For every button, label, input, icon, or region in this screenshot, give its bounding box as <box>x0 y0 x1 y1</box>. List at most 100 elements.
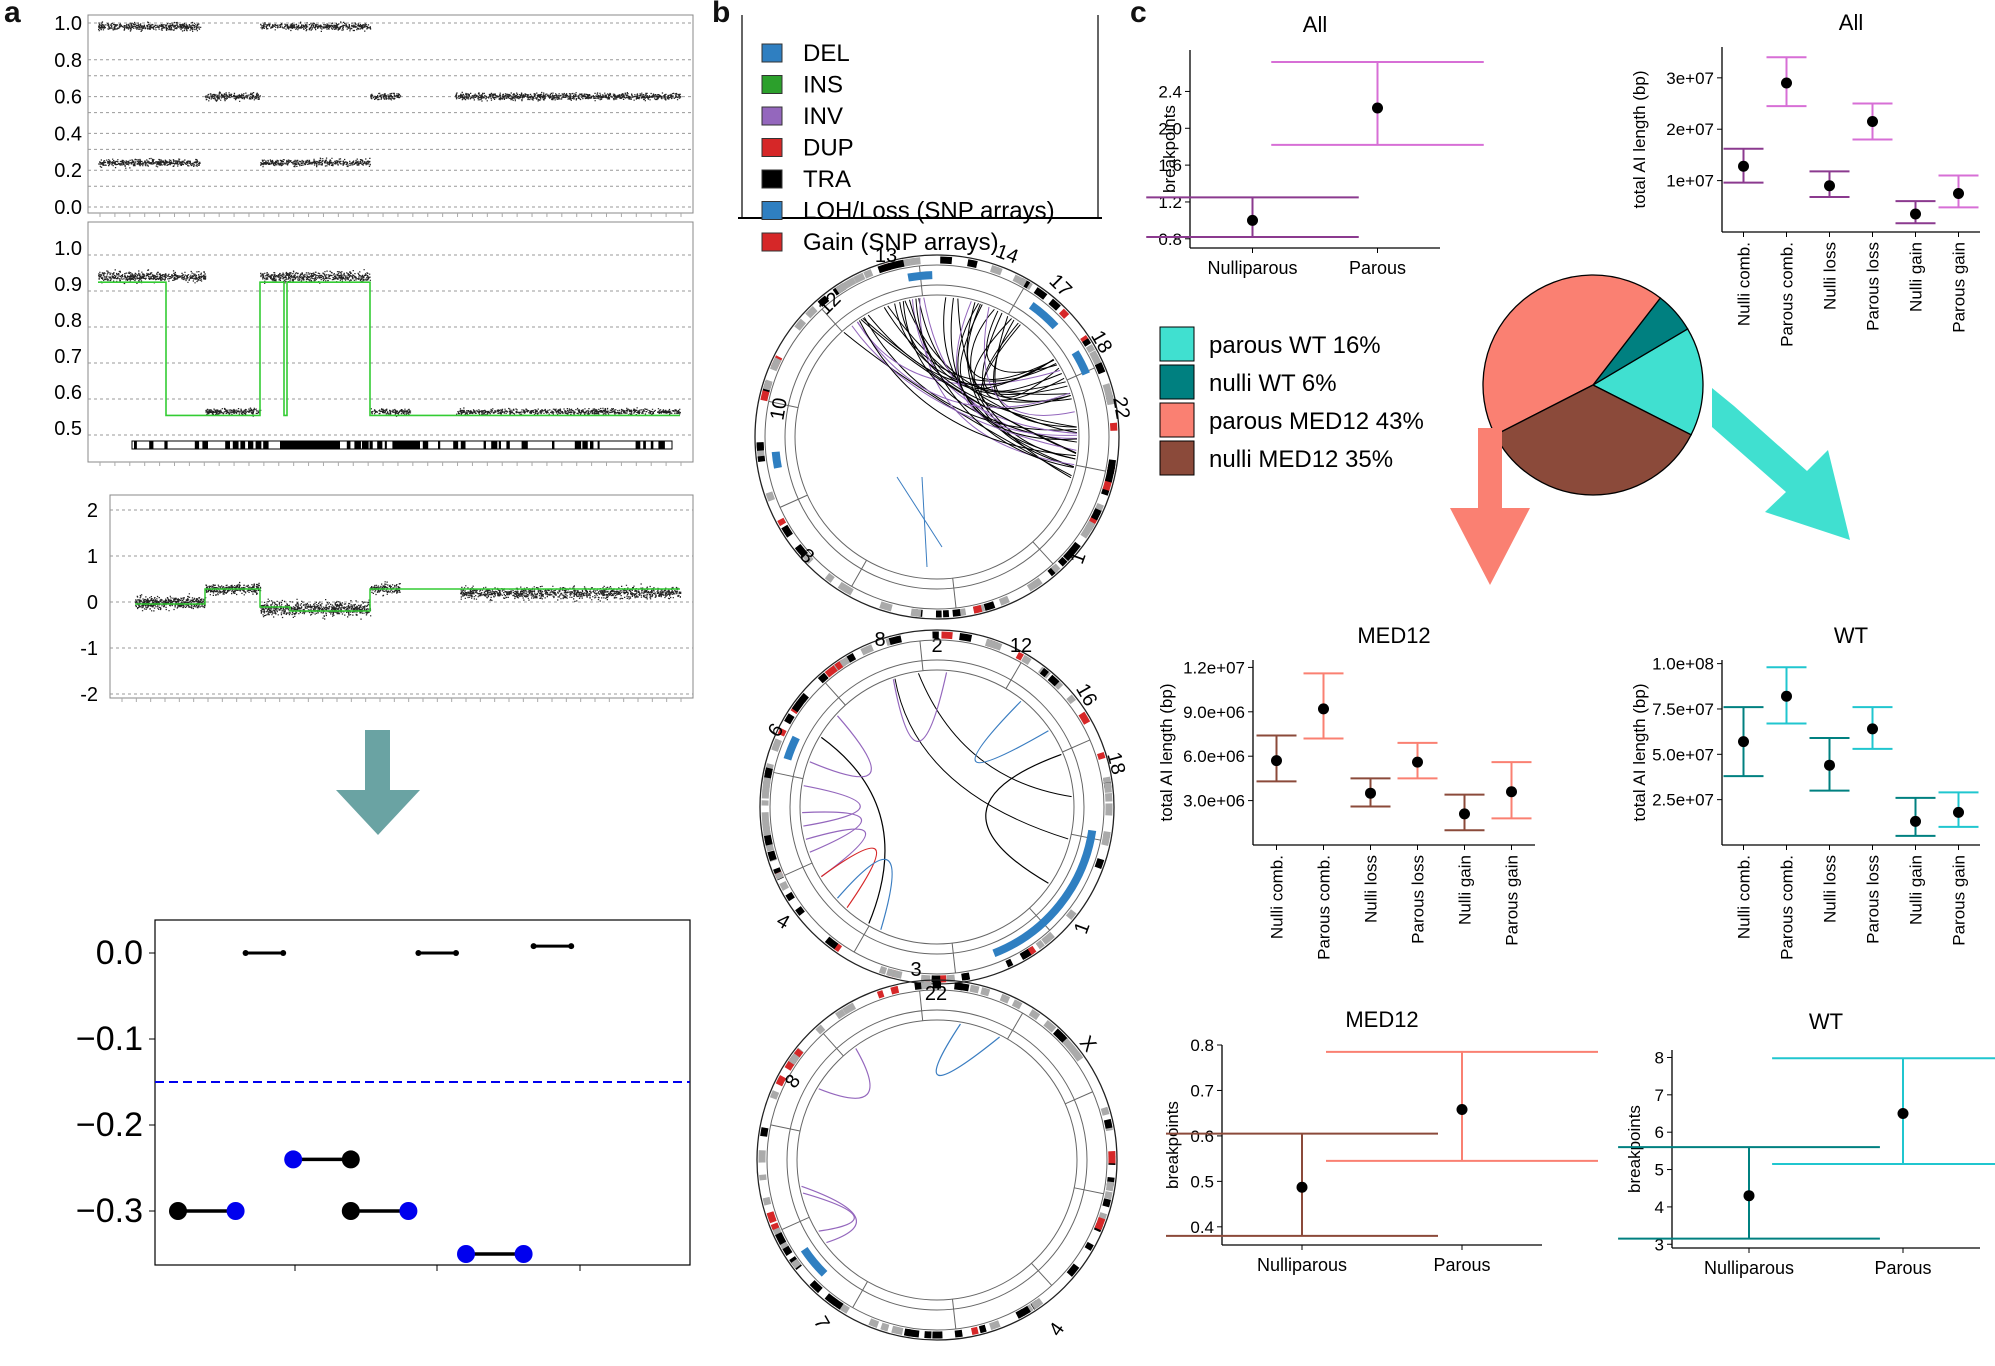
chromosome-label: 3 <box>910 959 921 981</box>
x-tick-label: Parous loss <box>1409 855 1428 944</box>
sv-chord <box>921 476 928 568</box>
ideogram-band <box>941 631 953 640</box>
circos-separator <box>773 771 804 780</box>
ideogram-band <box>1102 1198 1111 1208</box>
legend-swatch <box>761 232 783 252</box>
ideogram-band <box>824 936 839 950</box>
y-axis-label: breakpoints <box>1625 1105 1644 1193</box>
ideogram-band <box>232 441 239 449</box>
sv-chord <box>982 312 1065 401</box>
down-arrow-a <box>336 730 420 835</box>
legend-label: LOH/Loss (SNP arrays) <box>803 198 1055 225</box>
ideogram-band <box>824 665 838 678</box>
x-tick-label: Nulli comb. <box>1735 855 1754 939</box>
ideogram-band <box>650 441 654 449</box>
x-tick-label: Parous comb. <box>1778 855 1797 960</box>
pie-chart <box>1482 274 1704 496</box>
baf-dots <box>98 157 201 169</box>
baf-dots <box>455 91 682 102</box>
mean-point <box>1247 214 1258 226</box>
y-axis-label: total AI length (bp) <box>1157 684 1176 822</box>
sv-chord <box>867 314 1054 386</box>
circos-separator <box>1065 1091 1093 1105</box>
ideogram-band <box>910 608 922 617</box>
ideogram-band <box>506 441 510 449</box>
ideogram-band <box>1091 354 1102 366</box>
ideogram-band <box>761 786 770 799</box>
ideogram-band <box>1066 1263 1080 1277</box>
ideogram-band <box>763 379 773 391</box>
ideogram-band <box>491 441 498 449</box>
ideogram-band <box>759 1174 767 1181</box>
chromosome-label: 12 <box>814 288 845 319</box>
baf-dots <box>98 21 202 32</box>
x-tick-label: Nulli loss <box>1821 242 1840 310</box>
circos-separator <box>1076 464 1106 472</box>
sv-chord <box>802 811 863 853</box>
ideogram-band <box>1103 1118 1113 1129</box>
ideogram-band <box>954 1329 963 1338</box>
ideogram-band <box>1082 520 1096 535</box>
seg-green-line <box>98 281 680 417</box>
ideogram-band <box>1035 939 1045 950</box>
ideogram-band <box>959 983 970 992</box>
mean-point <box>1412 756 1423 768</box>
y-tick-label: 0.8 <box>1158 230 1182 249</box>
panel-letter-a: a <box>4 0 21 29</box>
sv-legend: DEL INS INV DUP TRA LOH/Loss (SNP arrays) Gain… <box>738 15 1102 256</box>
circos-separator <box>919 990 924 1021</box>
ideogram-band <box>781 524 793 538</box>
ideogram-band <box>1068 541 1081 555</box>
sv-chord <box>856 321 1071 408</box>
ideogram-band <box>878 965 888 975</box>
y-tick-label: 4 <box>1655 1198 1664 1217</box>
ideogram-band <box>194 441 200 449</box>
ideogram-band <box>1062 1037 1076 1052</box>
chart-c_all_ai: All 1e+07 2e+07 3e+07 total AI length (bp) Nu… <box>1630 10 1980 347</box>
dumbbell-point <box>514 1245 533 1263</box>
circos-separator <box>779 494 808 508</box>
y-tick-label: 2.4 <box>1158 82 1182 101</box>
ideogram-band <box>886 968 895 977</box>
ideogram-band <box>1017 277 1027 287</box>
ideogram-band <box>880 1322 890 1332</box>
mean-point <box>1365 787 1376 799</box>
chromosome-label: 16 <box>1071 680 1101 710</box>
logr-green-line <box>135 588 680 612</box>
circos-outer-ring <box>754 254 1120 620</box>
pie-legend-label: nulli MED12 35% <box>1209 446 1393 473</box>
ideogram-band <box>791 701 803 713</box>
ideogram-band <box>817 295 830 307</box>
mean-point <box>1296 1181 1308 1193</box>
ideogram-band <box>775 1075 787 1087</box>
sv-chord <box>836 858 893 930</box>
ideogram-band <box>879 601 893 612</box>
x-tick-label: Parous gain <box>1503 855 1522 946</box>
sv-chord <box>801 1185 858 1244</box>
ideogram-band <box>1019 948 1032 960</box>
ideogram-band <box>1026 579 1040 592</box>
x-tick-label: Parous loss <box>1864 855 1883 944</box>
chromosome-label: 2 <box>931 635 942 657</box>
x-tick-label: Parous gain <box>1950 855 1969 946</box>
seg-tick-label: 0.5 <box>54 418 82 440</box>
mean-point <box>1824 180 1835 192</box>
chromosome-label: 1 <box>1070 919 1094 937</box>
legend-swatch <box>761 138 783 157</box>
circos-separator <box>1062 739 1091 753</box>
ideogram-band <box>1082 338 1092 347</box>
ideogram-band <box>785 891 795 902</box>
y-tick-label: 2.5e+07 <box>1652 791 1714 810</box>
circos-separator <box>1066 367 1095 381</box>
ideogram-band <box>946 974 956 983</box>
mean-point <box>1781 690 1792 702</box>
ideogram-band <box>952 608 961 617</box>
circos-ring <box>799 669 1075 945</box>
ideogram-band <box>860 644 874 656</box>
chromosome-label: 18 <box>1102 750 1129 777</box>
mean-point <box>1271 755 1282 767</box>
ideogram-band <box>777 517 787 527</box>
baf-tick-label: 0.2 <box>54 160 82 182</box>
